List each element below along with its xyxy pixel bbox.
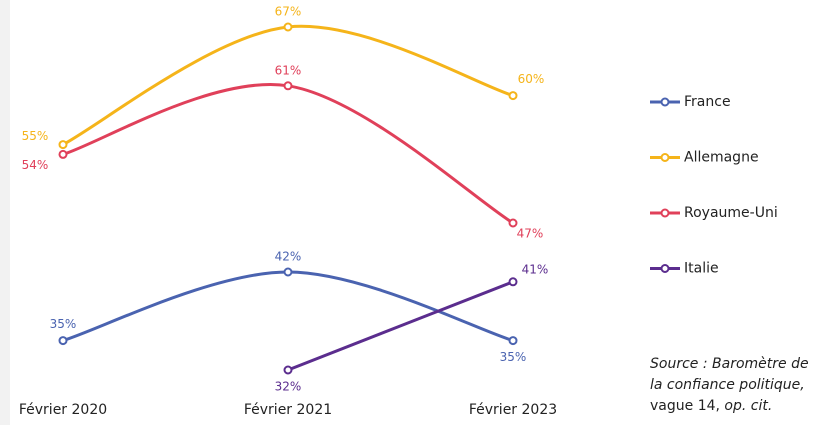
value-label: 32% <box>275 380 302 394</box>
point <box>508 91 518 101</box>
legend-label: Allemagne <box>684 150 759 166</box>
x-tick-label: Février 2020 <box>19 402 107 418</box>
point <box>58 140 68 150</box>
legend-label: France <box>684 94 731 110</box>
legend-marker <box>660 264 670 273</box>
point <box>283 81 293 91</box>
value-label: 60% <box>518 72 545 86</box>
value-label: 67% <box>275 5 302 19</box>
legend-marker <box>660 153 670 162</box>
point <box>283 22 293 32</box>
point <box>58 149 68 159</box>
point <box>508 277 518 287</box>
legend-marker <box>660 97 670 107</box>
legend-marker <box>660 208 670 218</box>
source-text: op. cit. <box>724 398 773 414</box>
legend-label: Italie <box>684 261 719 277</box>
source: Source : Baromètre de la confiance polit… <box>650 354 810 417</box>
side-strip <box>0 0 10 425</box>
point <box>508 336 518 346</box>
value-label: 47% <box>517 227 544 241</box>
point <box>283 267 293 277</box>
legend-label: Royaume-Uni <box>684 205 778 221</box>
plot-area <box>10 0 628 395</box>
point <box>508 218 518 228</box>
x-tick-label: Février 2021 <box>244 402 332 418</box>
point <box>58 336 68 346</box>
source-text: vague 14, <box>650 398 720 414</box>
value-label: 42% <box>275 250 302 264</box>
value-label: 35% <box>500 350 527 364</box>
line <box>287 280 514 372</box>
value-label: 54% <box>22 158 49 172</box>
value-label: 35% <box>50 317 77 331</box>
source-text: Source : Baromètre de la confiance polit… <box>650 356 809 393</box>
point <box>283 365 293 375</box>
x-tick-label: Février 2023 <box>469 402 557 418</box>
value-label: 55% <box>22 129 49 143</box>
value-label: 61% <box>275 63 302 77</box>
value-label: 41% <box>522 262 549 276</box>
